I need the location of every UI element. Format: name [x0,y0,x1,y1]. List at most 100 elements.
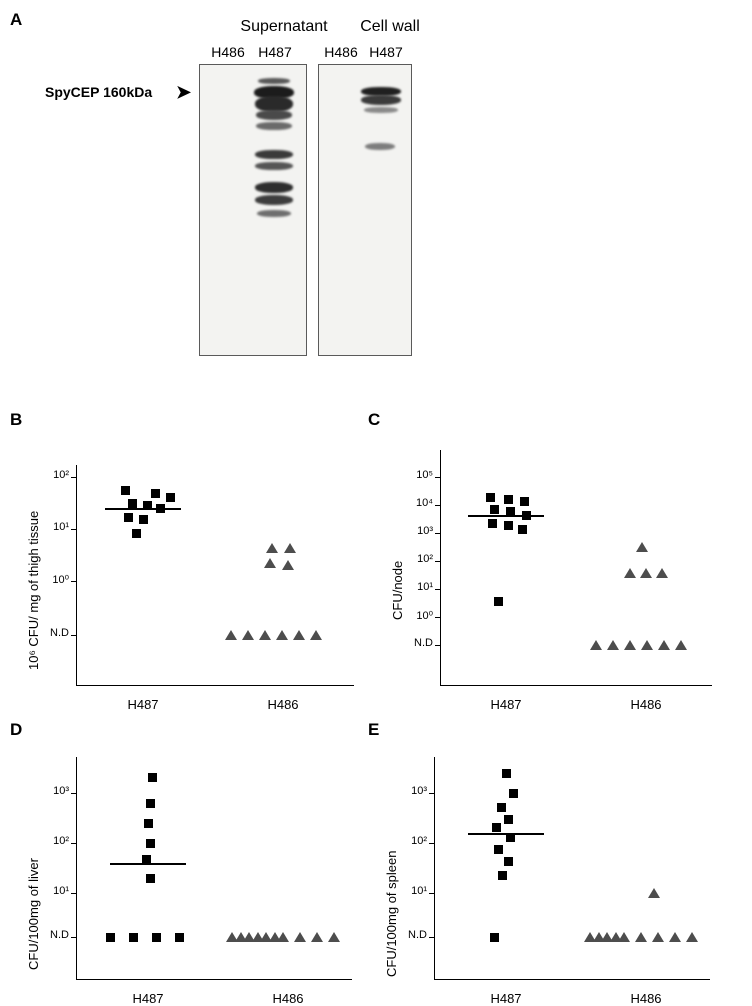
y-axis-tick-label: N.D [50,929,69,941]
x-axis-category-label: H487 [127,697,159,712]
panel-letter-e: E [368,720,380,739]
y-axis-tick-label: 10¹ [417,581,433,593]
data-point-square [501,768,511,778]
y-axis-tick [435,645,440,646]
lane-label-sup-h487: H487 [258,44,292,60]
data-point-triangle [640,568,652,578]
y-axis-tick [429,793,434,794]
data-point-square [487,518,497,528]
data-point-square [503,856,513,866]
y-axis-tick-label: 10² [53,835,69,847]
y-axis-tick-label: 10² [53,469,69,481]
y-axis-tick-label: 10² [417,553,433,565]
data-point-triangle [277,932,289,942]
y-axis-label-b: 10⁶ CFU/ mg of thigh tissue [26,510,41,670]
data-point-triangle [624,568,636,578]
band [257,210,291,217]
data-point-square [141,854,151,864]
panel-letter-a: A [10,10,23,29]
data-point-square [503,520,513,530]
y-axis-tick-label: 10³ [53,785,69,797]
y-axis-tick [71,937,76,938]
mean-line [105,508,181,510]
data-point-square [131,528,141,538]
arrow-icon: ➤ [176,82,192,102]
data-point-triangle [269,932,281,942]
data-point-triangle [311,932,323,942]
y-axis-tick [435,477,440,478]
x-axis-line [76,685,354,686]
x-axis-category-label: H486 [630,991,662,1006]
band [365,143,395,150]
y-axis-line [440,450,441,685]
data-point-triangle [235,932,247,942]
data-point-square [503,494,513,504]
data-point-square [123,512,133,522]
data-point-square [165,492,175,502]
lane-label-cw-h486: H486 [324,44,358,60]
data-point-triangle [259,630,271,640]
data-point-triangle [242,630,254,640]
y-axis-tick [71,529,76,530]
y-axis-tick-label: 10⁵ [416,469,433,481]
data-point-triangle [635,932,647,942]
data-point-triangle [293,630,305,640]
panel-e-chart: E CFU/100mg of spleen N.D 10¹ 10² 10³ H487 H4… [358,715,734,1006]
data-point-triangle [328,932,340,942]
y-axis-tick-label: N.D [50,627,69,639]
data-point-triangle [601,932,613,942]
data-point-triangle [584,932,596,942]
y-axis-label-e: CFU/100mg of spleen [384,850,399,977]
data-point-triangle [590,640,602,650]
x-axis-category-label: H487 [132,991,164,1006]
mean-line [468,833,544,835]
y-axis-line [76,465,77,685]
data-point-triangle [264,558,276,568]
data-point-square [505,832,515,842]
data-point-triangle [636,542,648,552]
blot-image-cellwall [318,64,412,356]
y-axis-tick-label: 10⁴ [416,497,433,509]
data-point-square [489,504,499,514]
band [255,195,293,205]
y-axis-tick [435,505,440,506]
blot-title-cellwall: Cell wall [360,18,420,35]
y-axis-tick-label: 10¹ [53,885,69,897]
data-point-square [128,932,138,942]
data-point-square [493,844,503,854]
y-axis-tick [71,843,76,844]
data-point-square [485,492,495,502]
lane-label-sup-h486: H486 [211,44,245,60]
data-point-triangle [607,640,619,650]
panel-letter-b: B [10,410,23,429]
blot-image-supernatant [199,64,307,356]
data-point-square [517,524,527,534]
x-axis-line [440,685,712,686]
data-point-square [120,485,130,495]
data-point-triangle [282,560,294,570]
data-point-square [145,798,155,808]
data-point-triangle [624,640,636,650]
data-point-square [145,873,155,883]
data-point-triangle [658,640,670,650]
data-point-square [508,788,518,798]
y-axis-tick [429,937,434,938]
panel-b-chart: B 10⁶ CFU/ mg of thigh tissue N.D 10⁰ 10¹ 1… [0,405,376,712]
data-point-square [503,814,513,824]
panel-d-chart: D CFU/100mg of liver N.D 10¹ 10² 10³ H487 H48… [0,715,376,1006]
y-axis-tick [435,617,440,618]
y-axis-tick-label: 10¹ [53,521,69,533]
data-point-triangle [618,932,630,942]
data-point-square [174,932,184,942]
x-axis-category-label: H486 [272,991,304,1006]
data-point-triangle [641,640,653,650]
band [255,150,293,159]
y-axis-tick [71,793,76,794]
band [255,182,293,193]
y-axis-tick-label: 10⁰ [416,610,433,622]
lane-label-cw-h487: H487 [369,44,403,60]
y-axis-tick [435,561,440,562]
y-axis-tick [71,635,76,636]
data-point-triangle [225,630,237,640]
data-point-triangle [310,630,322,640]
